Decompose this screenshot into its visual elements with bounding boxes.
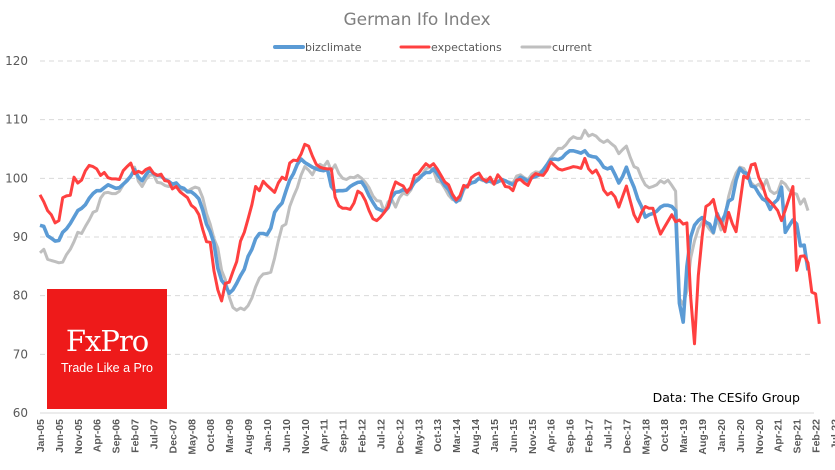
x-tick-label: Sep-21: [792, 419, 804, 454]
x-tick-label: Nov-10: [300, 419, 312, 454]
x-tick-label: Jul-12: [375, 419, 387, 450]
x-tick-label: Aug-09: [243, 419, 255, 455]
x-tick-label: Nov-15: [527, 419, 539, 454]
x-tick-label: Aug-14: [470, 419, 482, 455]
x-tick-label: Jun-05: [54, 419, 66, 453]
x-tick-label: Feb-17: [584, 419, 596, 453]
legend-label-expectations: expectations: [431, 41, 502, 54]
x-tick-label: Dec-17: [621, 419, 633, 454]
x-tick-label: Dec-07: [167, 419, 179, 454]
x-tick-label: Apr-21: [773, 419, 785, 452]
x-tick-label: Jan-20: [716, 419, 728, 452]
x-tick-label: Oct-13: [432, 419, 444, 452]
x-tick-label: Feb-07: [130, 419, 142, 453]
legend-label-bizclimate: bizclimate: [305, 41, 362, 54]
logo-brand: FxPro: [65, 324, 149, 358]
x-tick-label: May-18: [640, 419, 652, 455]
x-tick-label: Jun-20: [735, 419, 747, 453]
x-tick-label: Jul-17: [602, 419, 614, 450]
x-tick-label: Oct-18: [659, 419, 671, 452]
x-tick-label: Jan-15: [489, 419, 501, 452]
x-tick-label: Jan-05: [35, 419, 47, 452]
legend-label-current: current: [552, 41, 592, 54]
x-tick-label: Apr-06: [92, 419, 104, 452]
x-tick-label: Nov-20: [754, 419, 766, 454]
y-axis: 60 70 80 90 100 110 120: [5, 54, 28, 420]
gridlines: [40, 60, 814, 414]
series-line-expectations: [38, 142, 821, 346]
x-tick-label: Mar-09: [224, 419, 236, 453]
x-tick-label: Sep-16: [565, 419, 577, 454]
x-axis: Jan-05 Jun-05 Nov-05 Apr-06 Sep-06 Feb-07 Jul-…: [35, 419, 835, 455]
y-tick-label: 100: [5, 171, 28, 185]
x-tick-label: Aug-19: [697, 419, 709, 455]
logo-tagline: Trade Like a Pro: [61, 361, 153, 375]
legend: bizclimate expectations current: [273, 41, 592, 54]
y-tick-label: 80: [13, 289, 28, 303]
x-tick-label: Jan-10: [262, 419, 274, 452]
x-tick-label: May-08: [186, 419, 198, 455]
x-tick-label: Apr-11: [319, 419, 331, 452]
x-tick-label: Nov-05: [73, 419, 85, 454]
x-tick-label: Sep-11: [338, 419, 350, 453]
x-tick-label: Feb-12: [357, 419, 369, 453]
x-tick-label: Mar-19: [678, 419, 690, 453]
y-tick-label: 90: [13, 230, 28, 244]
x-tick-label: Jul-22: [829, 419, 835, 450]
x-tick-label: Jul-07: [148, 419, 160, 450]
chart-title: German Ifo Index: [343, 10, 490, 30]
x-tick-label: May-13: [413, 419, 425, 455]
y-tick-label: 110: [5, 113, 28, 127]
y-tick-label: 70: [13, 347, 28, 361]
x-tick-label: Sep-06: [111, 419, 123, 454]
x-tick-label: Oct-08: [205, 419, 217, 452]
x-tick-label: Jun-10: [281, 419, 293, 453]
x-tick-label: Mar-14: [451, 419, 463, 453]
x-tick-label: Dec-12: [394, 419, 406, 454]
y-tick-label: 120: [5, 54, 28, 68]
series-line-current: [38, 128, 810, 312]
source-note: Data: The CESifo Group: [653, 390, 800, 405]
series-lines: [38, 128, 821, 346]
y-tick-label: 60: [13, 406, 28, 420]
x-tick-label: Apr-16: [546, 419, 558, 452]
fxpro-logo: FxPro Trade Like a Pro: [47, 289, 167, 409]
x-tick-label: Jun-15: [508, 419, 520, 453]
x-tick-label: Feb-22: [811, 419, 823, 453]
